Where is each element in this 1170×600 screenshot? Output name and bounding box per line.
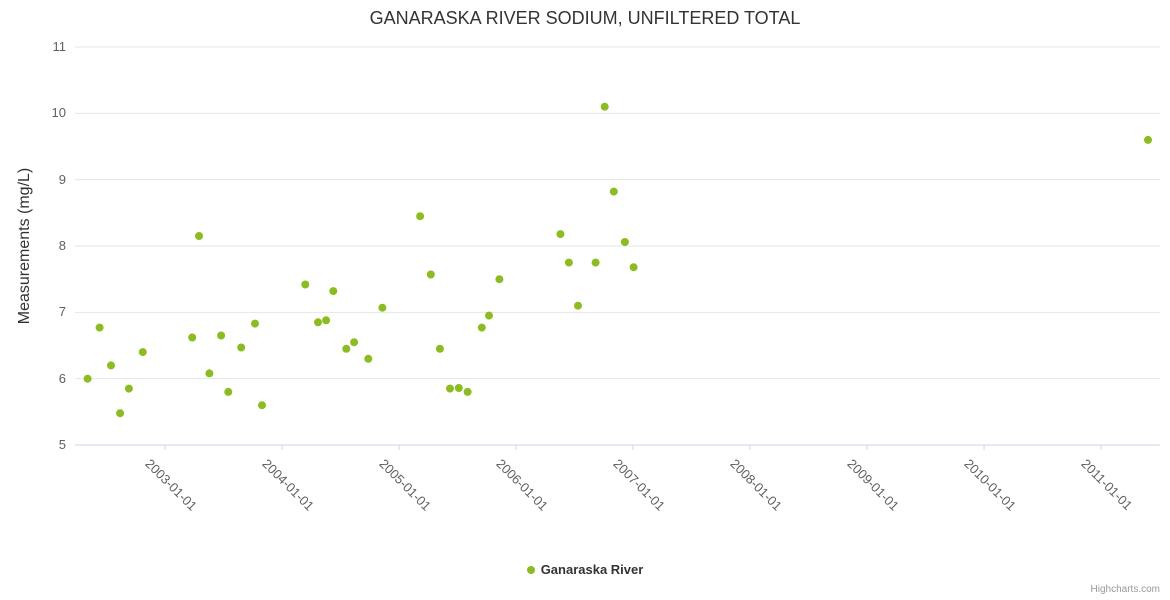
legend-label: Ganaraska River bbox=[540, 562, 644, 577]
data-point[interactable] bbox=[426, 270, 435, 279]
data-point[interactable] bbox=[446, 384, 454, 393]
data-point[interactable] bbox=[224, 387, 233, 396]
data-point[interactable] bbox=[195, 232, 203, 240]
data-point[interactable] bbox=[477, 323, 486, 332]
chart-title: GANARASKA RIVER SODIUM, UNFILTERED TOTAL bbox=[369, 8, 801, 28]
y-tick-label: 9 bbox=[58, 171, 66, 187]
data-point[interactable] bbox=[329, 287, 338, 296]
data-point[interactable] bbox=[556, 230, 565, 239]
legend-item[interactable]: Ganaraska River bbox=[0, 562, 1170, 577]
data-point[interactable] bbox=[1144, 135, 1152, 144]
data-point[interactable] bbox=[485, 311, 493, 320]
data-point[interactable] bbox=[237, 343, 246, 352]
data-point[interactable] bbox=[124, 384, 133, 393]
data-point[interactable] bbox=[416, 212, 425, 221]
data-point[interactable] bbox=[301, 280, 310, 289]
data-point[interactable] bbox=[314, 318, 322, 327]
data-point[interactable] bbox=[138, 348, 147, 357]
data-point[interactable] bbox=[378, 303, 387, 312]
y-tick-label: 7 bbox=[58, 304, 66, 320]
data-point[interactable] bbox=[95, 323, 104, 332]
data-point[interactable] bbox=[454, 384, 463, 392]
data-point[interactable] bbox=[322, 316, 331, 325]
data-point[interactable] bbox=[350, 338, 359, 347]
data-point[interactable] bbox=[83, 374, 92, 383]
y-tick-label: 5 bbox=[58, 437, 66, 452]
data-point[interactable] bbox=[600, 102, 609, 111]
data-point[interactable] bbox=[629, 263, 638, 272]
y-tick-label: 6 bbox=[58, 370, 66, 386]
data-point[interactable] bbox=[116, 409, 125, 418]
data-point[interactable] bbox=[107, 361, 115, 370]
data-point[interactable] bbox=[188, 333, 197, 342]
data-point[interactable] bbox=[574, 301, 582, 310]
data-point[interactable] bbox=[435, 344, 444, 353]
data-point[interactable] bbox=[495, 275, 504, 284]
data-point[interactable] bbox=[609, 187, 618, 196]
data-point[interactable] bbox=[591, 258, 600, 267]
data-point[interactable] bbox=[364, 354, 373, 363]
data-point[interactable] bbox=[463, 387, 472, 396]
y-tick-label: 10 bbox=[51, 105, 66, 121]
legend-marker-icon bbox=[526, 565, 535, 574]
data-point[interactable] bbox=[258, 401, 266, 410]
data-point[interactable] bbox=[217, 331, 226, 340]
data-point[interactable] bbox=[564, 258, 573, 267]
data-point[interactable] bbox=[205, 369, 214, 378]
y-tick-label: 11 bbox=[52, 39, 67, 54]
data-point[interactable] bbox=[342, 344, 351, 353]
highcharts-credits-link[interactable]: Highcharts.com bbox=[1090, 584, 1160, 595]
data-point[interactable] bbox=[251, 319, 259, 328]
y-tick-label: 8 bbox=[58, 238, 66, 253]
data-point[interactable] bbox=[620, 238, 629, 246]
